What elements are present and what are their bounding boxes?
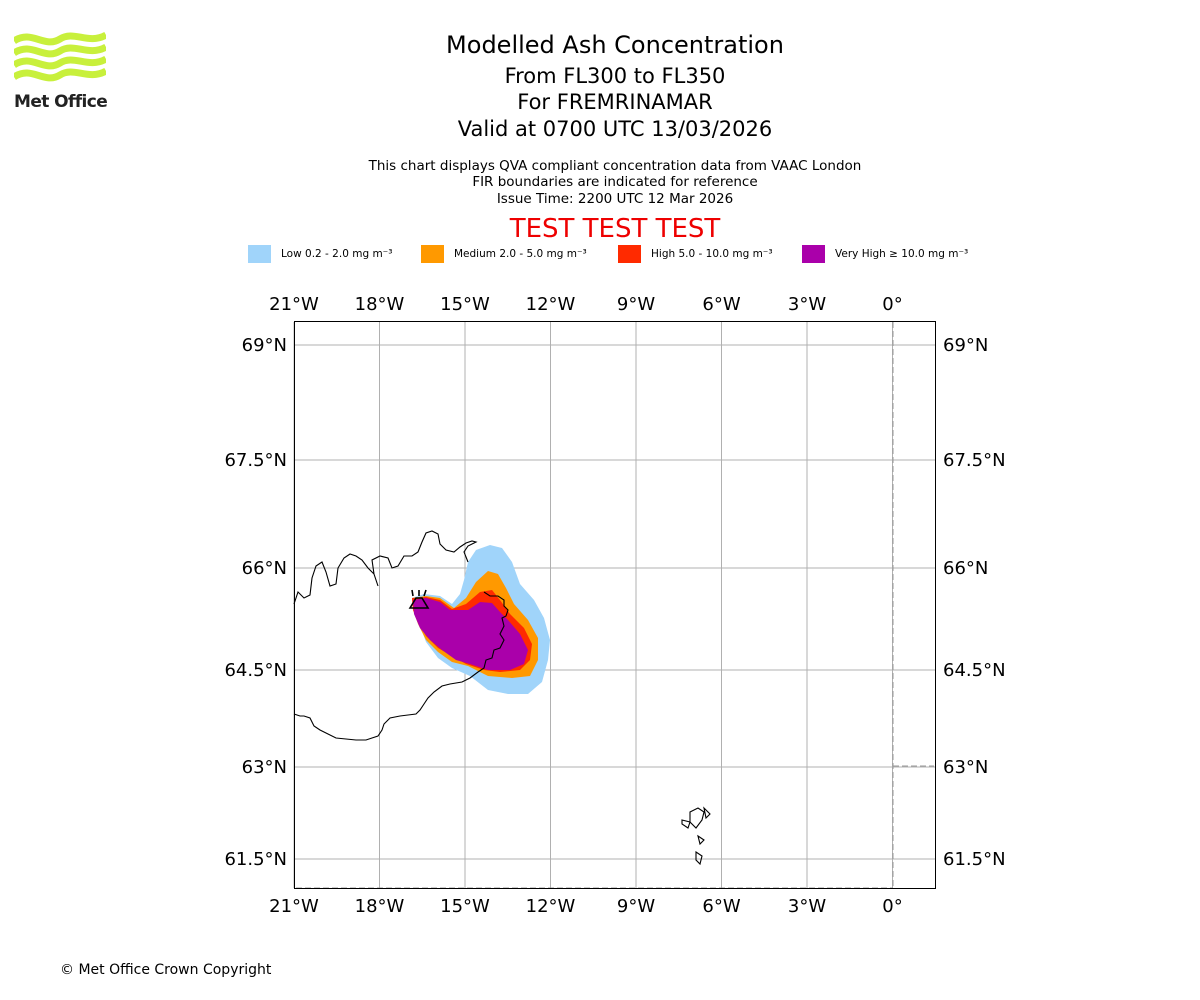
- lat-label-left: 66°N: [242, 558, 287, 579]
- legend-label-low: Low 0.2 - 2.0 mg m⁻³: [281, 248, 393, 260]
- fir-boundaries: [296, 322, 934, 889]
- test-banner: TEST TEST TEST: [509, 214, 721, 244]
- graticule: [293, 322, 936, 888]
- lat-label-left: 69°N: [242, 335, 287, 356]
- iceland-coastline: [293, 530, 711, 866]
- lon-label-top: 21°W: [269, 294, 319, 315]
- lon-label-top: 0°: [882, 294, 902, 315]
- volcano-icon: [408, 589, 430, 609]
- legend-label-high: High 5.0 - 10.0 mg m⁻³: [651, 248, 773, 260]
- lon-label-bottom: 3°W: [788, 896, 826, 917]
- axis-labels: 21°W 21°W 18°W 18°W 15°W 15°W 12°W 12°W 9°W 9°W 6°…: [224, 294, 1005, 917]
- legend: Low 0.2 - 2.0 mg m⁻³ Medium 2.0 - 5.0 mg…: [248, 244, 1008, 264]
- lat-label-right: 64.5°N: [943, 660, 1006, 681]
- valid-time: Valid at 0700 UTC 13/03/2026: [457, 117, 773, 141]
- lat-label-left: 67.5°N: [224, 450, 287, 471]
- legend-swatch-high: [618, 245, 641, 263]
- iceland-north-coast: [293, 530, 478, 605]
- ash-concentration-layer: [412, 545, 550, 694]
- issue-time: Issue Time: 2200 UTC 12 Mar 2026: [496, 191, 734, 207]
- lon-label-top: 3°W: [788, 294, 826, 315]
- flight-level-range: From FL300 to FL350: [504, 64, 726, 88]
- lon-label-bottom: 0°: [882, 896, 902, 917]
- logo-wave: [14, 31, 106, 46]
- lon-label-bottom: 15°W: [440, 896, 490, 917]
- faroe-islands: [681, 806, 711, 866]
- legend-item-low: Low 0.2 - 2.0 mg m⁻³: [248, 244, 392, 264]
- lat-label-right: 69°N: [943, 335, 988, 356]
- met-office-wave-icon: [14, 31, 106, 82]
- lat-label-right: 63°N: [943, 757, 988, 778]
- lat-label-right: 67.5°N: [943, 450, 1006, 471]
- legend-swatch-medium: [421, 245, 444, 263]
- lon-label-bottom: 12°W: [526, 896, 576, 917]
- lon-label-top: 18°W: [355, 294, 405, 315]
- legend-swatch-low: [248, 245, 271, 263]
- lon-label-top: 6°W: [702, 294, 740, 315]
- map-frame: [294, 321, 936, 889]
- legend-item-high: High 5.0 - 10.0 mg m⁻³: [618, 244, 773, 264]
- lat-label-left: 64.5°N: [224, 660, 287, 681]
- lon-label-bottom: 6°W: [702, 896, 740, 917]
- fir-note: FIR boundaries are indicated for referen…: [472, 174, 758, 190]
- lon-label-bottom: 18°W: [355, 896, 405, 917]
- lat-label-right: 66°N: [943, 558, 988, 579]
- lat-label-right: 61.5°N: [943, 849, 1006, 870]
- chart-description: This chart displays QVA compliant concen…: [368, 158, 862, 174]
- lon-label-top: 12°W: [526, 294, 576, 315]
- copyright-notice: © Met Office Crown Copyright: [60, 962, 272, 978]
- logo-wave: [14, 43, 106, 58]
- legend-item-medium: Medium 2.0 - 5.0 mg m⁻³: [421, 244, 587, 264]
- lon-label-top: 9°W: [617, 294, 655, 315]
- legend-item-very-high: Very High ≥ 10.0 mg m⁻³: [802, 244, 968, 264]
- chart-title: Modelled Ash Concentration: [446, 31, 784, 59]
- lon-label-top: 15°W: [440, 294, 490, 315]
- logo-text: Met Office: [14, 92, 108, 112]
- met-office-logo: Met Office: [14, 30, 110, 114]
- logo-wave: [14, 55, 106, 70]
- iceland-east-coast: [293, 591, 509, 741]
- region-name: For FREMRINAMAR: [517, 90, 713, 114]
- legend-swatch-very-high: [802, 245, 825, 263]
- lat-label-left: 61.5°N: [224, 849, 287, 870]
- legend-label-medium: Medium 2.0 - 5.0 mg m⁻³: [454, 248, 587, 260]
- lon-label-bottom: 9°W: [617, 896, 655, 917]
- lon-label-bottom: 21°W: [269, 896, 319, 917]
- logo-wave: [14, 67, 106, 82]
- ash-area-very-high: [413, 598, 528, 670]
- legend-label-very-high: Very High ≥ 10.0 mg m⁻³: [835, 248, 969, 260]
- lat-label-left: 63°N: [242, 757, 287, 778]
